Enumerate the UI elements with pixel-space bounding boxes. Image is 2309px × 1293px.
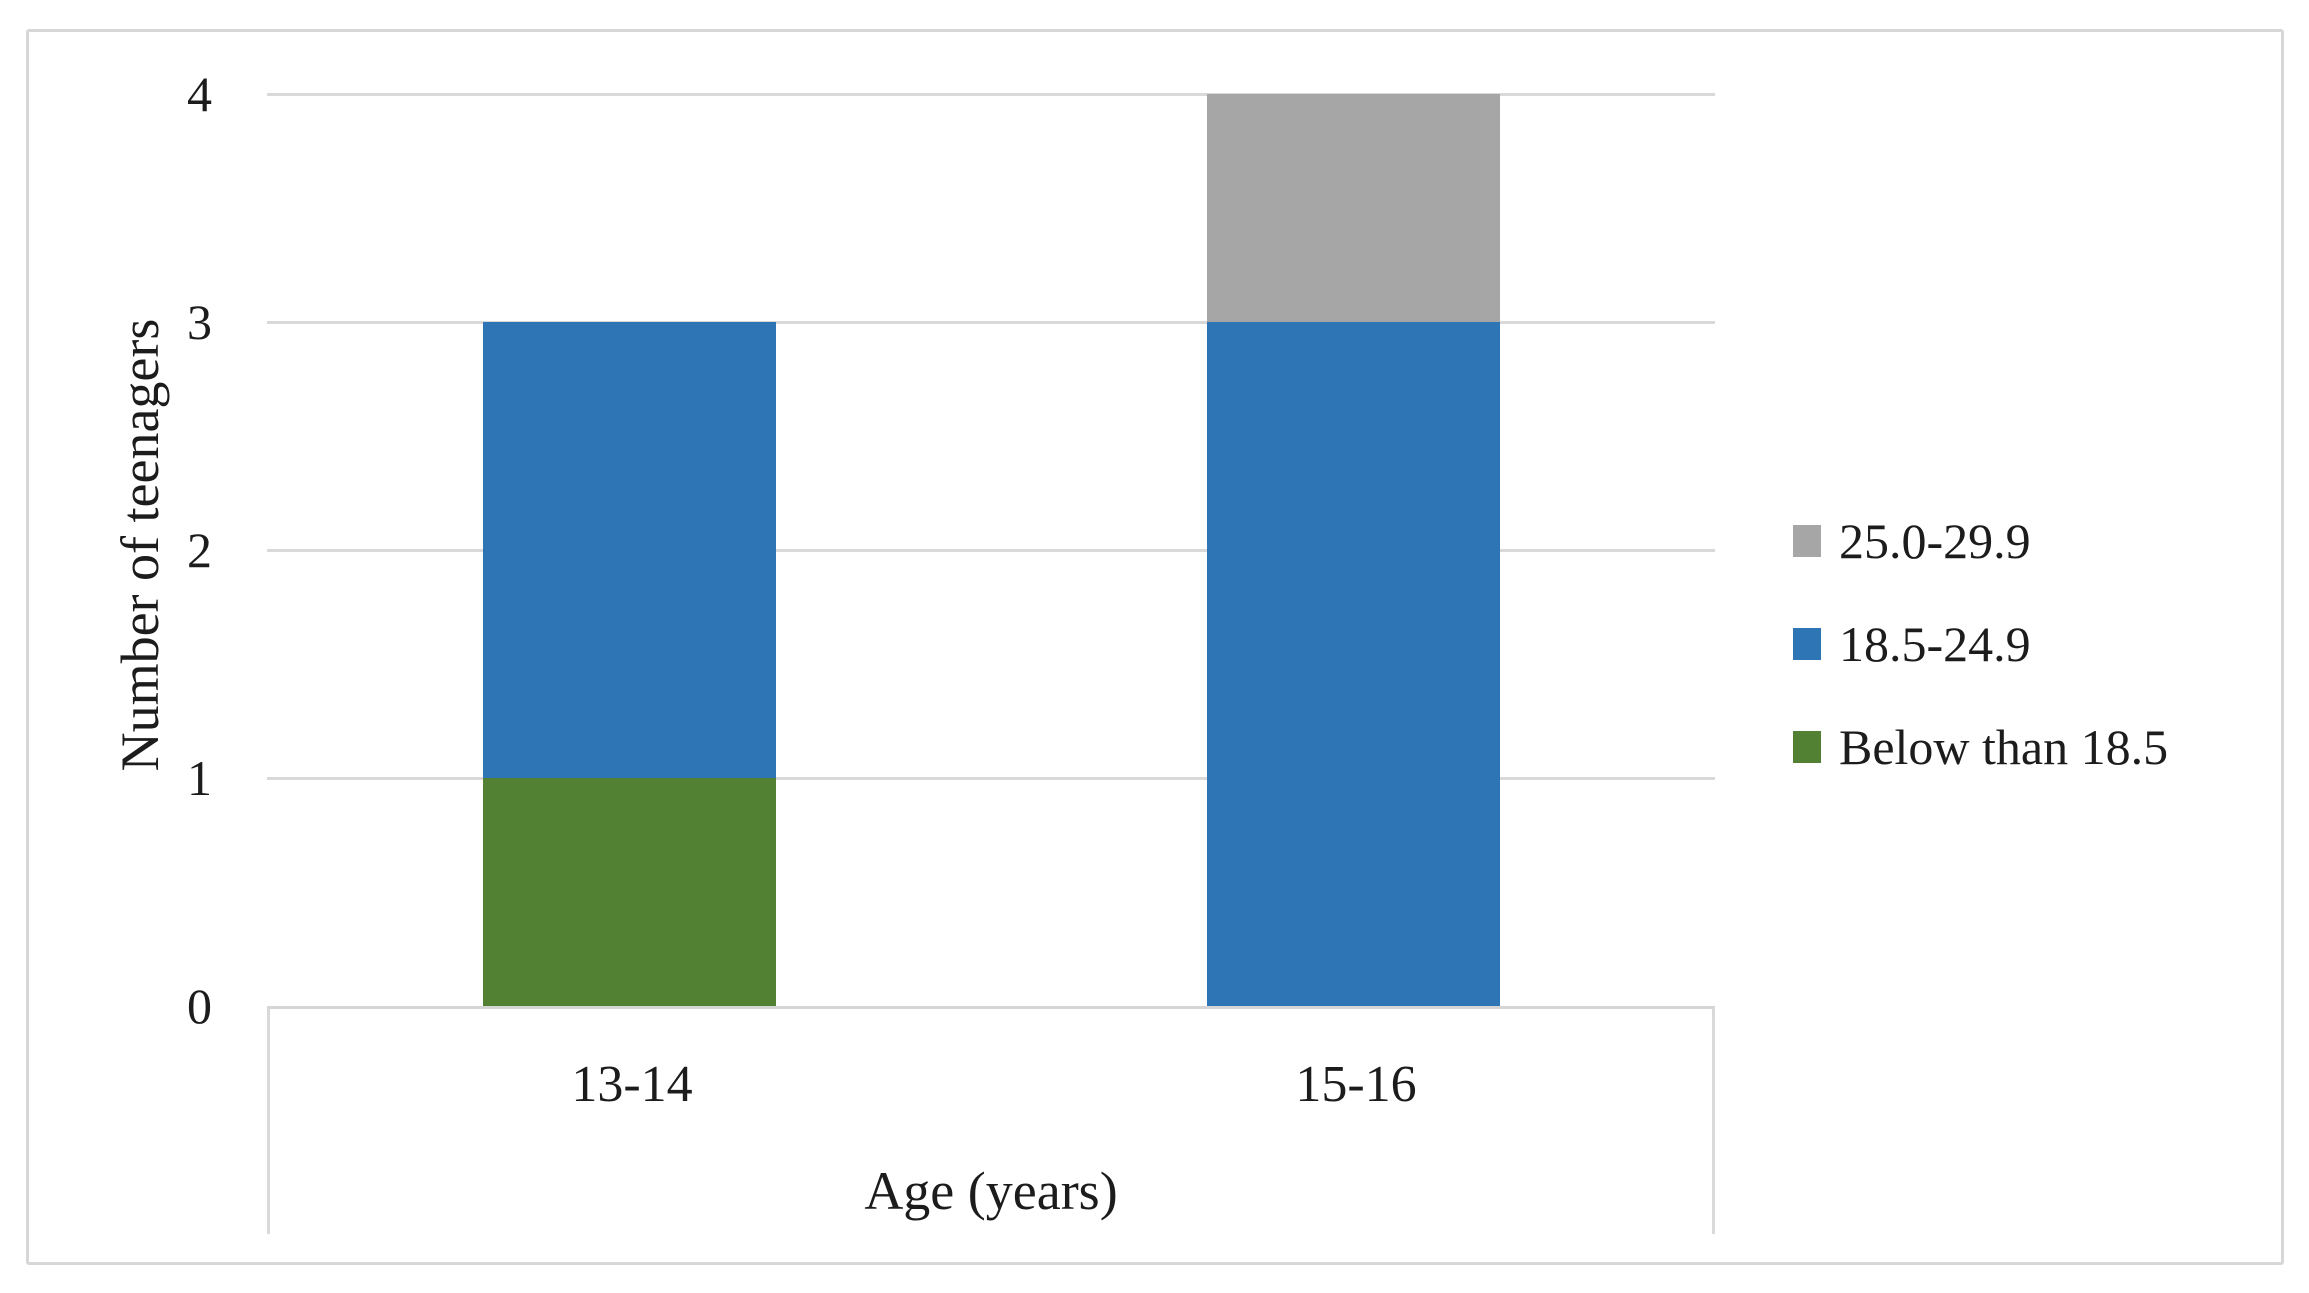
- gridline-y-2: [267, 549, 1715, 552]
- legend-swatch-icon: [1793, 628, 1821, 660]
- y-tick-label-1: 1: [187, 750, 212, 806]
- legend-label: 25.0-29.9: [1839, 513, 2031, 569]
- gridline-y-4: [267, 93, 1715, 96]
- y-tick-label-3: 3: [187, 294, 212, 350]
- x-axis-title: Age (years): [864, 1161, 1118, 1221]
- y-tick-label-4: 4: [187, 66, 212, 122]
- legend: 25.0-29.9 18.5-24.9 Below than 18.5: [1793, 506, 2168, 815]
- gridline-y-1: [267, 777, 1715, 780]
- legend-item-Below than 18.5: Below than 18.5: [1793, 712, 2168, 782]
- bar-segment-15-16-25.0-29.9: [1206, 94, 1500, 322]
- legend-item-25.0-29.9: 25.0-29.9: [1793, 506, 2168, 576]
- y-tick-label-2: 2: [187, 522, 212, 578]
- legend-item-18.5-24.9: 18.5-24.9: [1793, 609, 2168, 679]
- y-tick-label-0: 0: [187, 978, 212, 1034]
- legend-label: Below than 18.5: [1839, 719, 2169, 775]
- chart-frame: [26, 29, 2284, 1265]
- legend-swatch-icon: [1793, 731, 1821, 763]
- bar-segment-13-14-18.5-24.9: [482, 322, 776, 778]
- plot-area: [267, 93, 1715, 1006]
- x-category-label-13-14: 13-14: [571, 1056, 693, 1113]
- bar-segment-13-14-Below than 18.5: [482, 778, 776, 1006]
- bar-segment-15-16-18.5-24.9: [1206, 322, 1500, 1006]
- x-category-label-15-16: 15-16: [1295, 1056, 1417, 1113]
- gridline-y-3: [267, 321, 1715, 324]
- legend-swatch-icon: [1793, 525, 1821, 557]
- legend-label: 18.5-24.9: [1839, 616, 2031, 672]
- y-axis-tick-labels: 0 1 2 3 4: [0, 69, 212, 1031]
- x-axis-label-box: 13-14 15-16 Age (years): [267, 1006, 1715, 1234]
